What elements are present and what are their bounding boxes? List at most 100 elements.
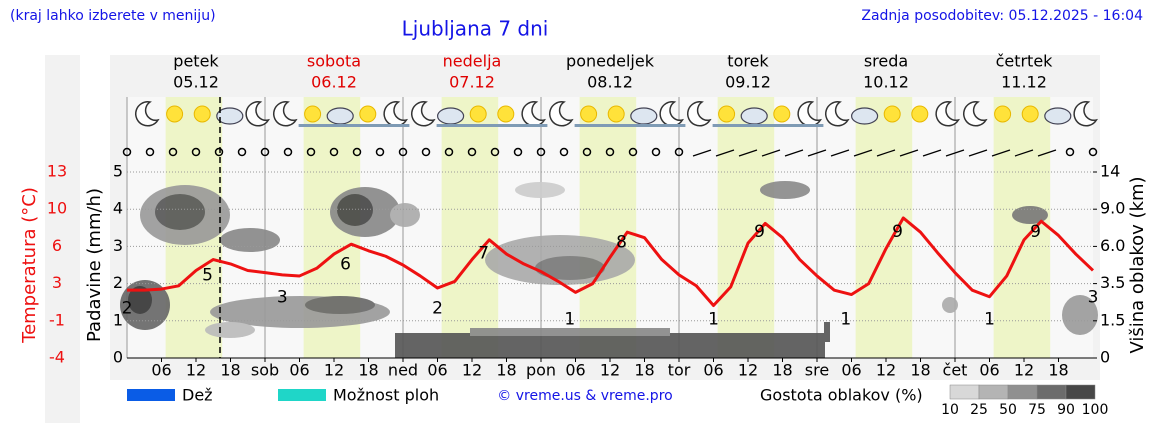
daylight — [993, 97, 1051, 358]
moon-icon — [935, 101, 960, 127]
x-tick-label: 18 — [358, 361, 378, 380]
density-label: 10 — [941, 402, 959, 418]
wind-barb — [784, 149, 804, 157]
day-name: petek — [173, 52, 219, 71]
calm-wind — [421, 147, 431, 157]
wind-barb — [715, 149, 735, 157]
temperature-label: 7 — [478, 244, 489, 264]
wind-barb — [1037, 149, 1057, 157]
cloud-tick-label: 0 — [1100, 348, 1110, 367]
fog-icon — [740, 124, 769, 127]
moon-icon — [245, 101, 270, 127]
calm-wind — [467, 147, 477, 157]
precip-tick-label: 3 — [113, 236, 123, 255]
daylight — [579, 97, 637, 358]
calm-wind — [536, 147, 546, 157]
moon-icon — [963, 101, 988, 127]
cloud-tick-label: 1.5 — [1100, 310, 1125, 329]
sun-icon — [911, 105, 929, 123]
cloud-icon — [1044, 107, 1072, 125]
marks: 2 5 3 6 2 7 1 8 1 9 1 9 1 9 3 — [122, 216, 1099, 329]
calm-wind — [582, 147, 592, 157]
fog-icon — [298, 124, 327, 127]
cloud-icon — [740, 107, 768, 125]
calm-wind — [145, 147, 155, 157]
x-tick-label: 06 — [151, 361, 171, 380]
x-tick-label: 18 — [220, 361, 240, 380]
x-tick-label: 06 — [427, 361, 447, 380]
cloud-icon — [630, 107, 658, 125]
sun-icon — [304, 105, 322, 123]
sun-icon — [773, 105, 791, 123]
temperature-label: 3 — [1088, 287, 1099, 307]
sun-icon — [1021, 105, 1039, 123]
precip-tick-label: 4 — [113, 199, 123, 218]
temperature-label: 9 — [754, 222, 765, 242]
wind-barb — [968, 149, 988, 157]
temperature-line — [127, 216, 1095, 307]
wind-barb — [876, 149, 896, 157]
fog-icon — [464, 124, 493, 127]
sun-icon — [359, 105, 377, 123]
y-tick-label: 13 — [47, 162, 67, 181]
density-title: Gostota oblakov (%) — [760, 386, 923, 405]
x-tick-label: 06 — [565, 361, 585, 380]
calm-wind — [651, 147, 661, 157]
day-name: torek — [727, 52, 769, 71]
temperature-label: 3 — [277, 287, 288, 307]
density-label: 25 — [970, 402, 988, 418]
cloud-tick-label: 9.0 — [1100, 199, 1125, 218]
fog-icon — [491, 124, 520, 127]
x-tick-label: 06 — [289, 361, 309, 380]
fog-icon — [326, 124, 355, 127]
cloud-icon — [326, 107, 354, 125]
calm-wind — [329, 147, 339, 157]
fog-icon — [767, 124, 796, 127]
x-tick-label: 12 — [738, 361, 758, 380]
cloud-icon — [437, 107, 465, 125]
calm-wind — [559, 147, 569, 157]
calm-wind — [628, 147, 638, 157]
precip-tick-label: 2 — [113, 273, 123, 292]
fog-icon — [602, 124, 631, 127]
day-date: 07.12 — [449, 73, 495, 92]
daylight — [855, 97, 913, 358]
x-tick-label: 12 — [462, 361, 482, 380]
moon-icon — [1073, 101, 1098, 127]
x-tick-label: 12 — [186, 361, 206, 380]
calm-wind — [122, 147, 132, 157]
day-date: 09.12 — [725, 73, 771, 92]
temperature-label: 1 — [984, 309, 995, 329]
temperature-label: 1 — [564, 309, 575, 329]
wind-barb — [945, 149, 965, 157]
x-tick-label: sre — [805, 361, 829, 380]
legend-label: Dež — [182, 386, 213, 405]
wind-barb — [807, 149, 827, 157]
moon-icon — [549, 101, 574, 127]
precip-tick-label: 5 — [113, 162, 123, 181]
daylight — [441, 97, 499, 358]
y-tick-label: -4 — [49, 348, 65, 367]
x-tick-label: čet — [943, 361, 968, 380]
wind-row — [122, 147, 1098, 157]
x-tick-label: 06 — [979, 361, 999, 380]
temperature-label: 8 — [616, 233, 627, 253]
chart-title: Ljubljana 7 dni — [402, 17, 549, 41]
density-label: 90 — [1057, 402, 1075, 418]
temperature-label: 5 — [202, 266, 213, 286]
moon-icon — [687, 101, 712, 127]
day-date: 08.12 — [587, 73, 633, 92]
wind-barb — [899, 149, 919, 157]
day-date: 10.12 — [863, 73, 909, 92]
x-tick-label: 18 — [772, 361, 792, 380]
x-tick-label: 18 — [496, 361, 516, 380]
x-tick-label: 12 — [324, 361, 344, 380]
sun-icon — [883, 105, 901, 123]
wind-barb — [922, 149, 942, 157]
x-tick-label: ned — [388, 361, 418, 380]
calm-wind — [1088, 147, 1098, 157]
updated: Zadnja posodobitev: 05.12.2025 - 16:04 — [861, 8, 1143, 24]
fog-icon — [574, 124, 603, 127]
day-name: ponedeljek — [566, 52, 655, 71]
